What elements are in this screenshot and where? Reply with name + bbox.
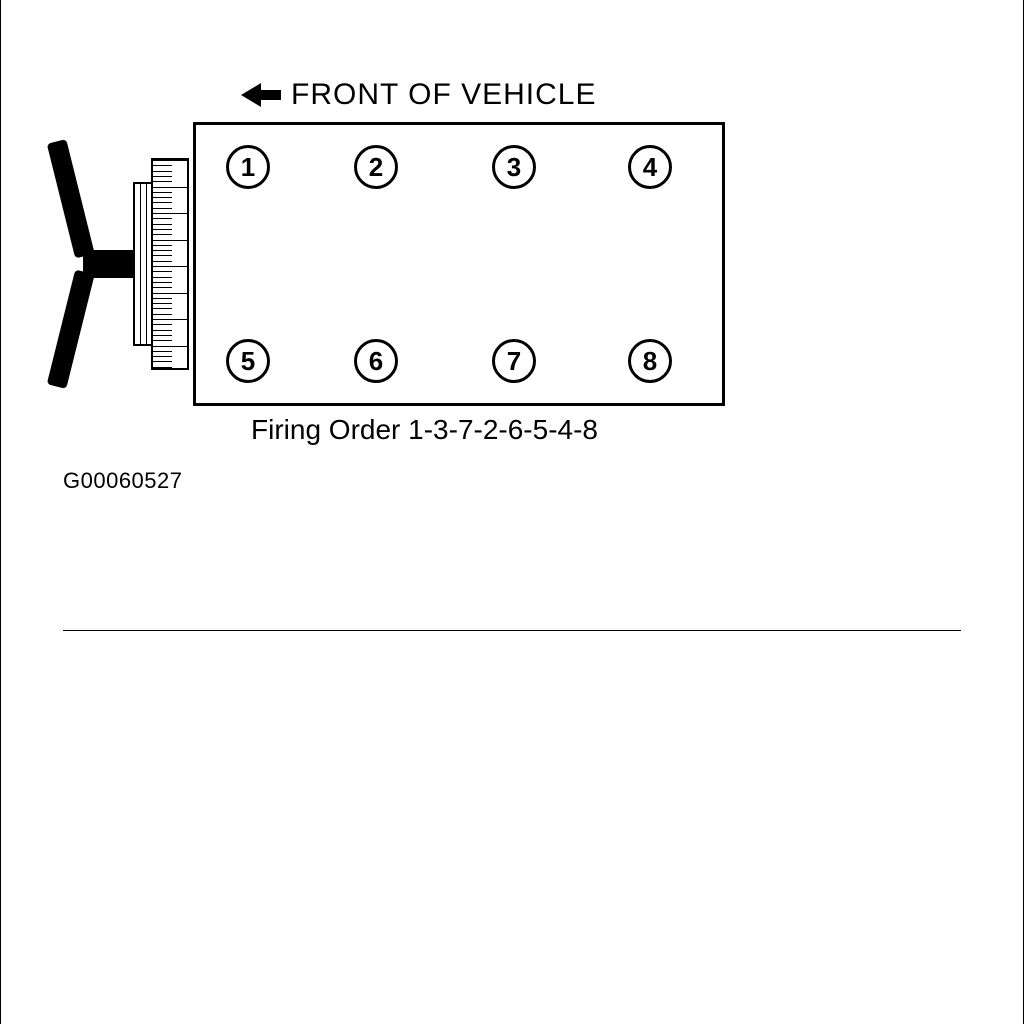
page: FRONT OF VEHICLE 1 2 3 4 5 6 7 8 Firing Order 1…	[0, 0, 1024, 1024]
figure-id: G00060527	[63, 468, 183, 494]
fan-blade-top	[47, 139, 95, 258]
cylinder-4: 4	[628, 145, 672, 189]
arrow-left-icon	[241, 81, 281, 109]
fan-shaft	[83, 250, 137, 278]
cylinder-6: 6	[354, 339, 398, 383]
cylinder-1: 1	[226, 145, 270, 189]
section-divider	[63, 630, 961, 631]
firing-order-label: Firing Order 1-3-7-2-6-5-4-8	[251, 414, 598, 446]
cylinder-3: 3	[492, 145, 536, 189]
engine-block: 1 2 3 4 5 6 7 8	[193, 122, 725, 406]
title-text: FRONT OF VEHICLE	[291, 78, 596, 112]
fan-assembly	[65, 138, 193, 390]
radiator-ruler	[151, 158, 189, 370]
cylinder-7: 7	[492, 339, 536, 383]
title-row: FRONT OF VEHICLE	[241, 78, 596, 112]
fan-blade-bottom	[47, 270, 95, 389]
cylinder-8: 8	[628, 339, 672, 383]
cylinder-2: 2	[354, 145, 398, 189]
cylinder-5: 5	[226, 339, 270, 383]
